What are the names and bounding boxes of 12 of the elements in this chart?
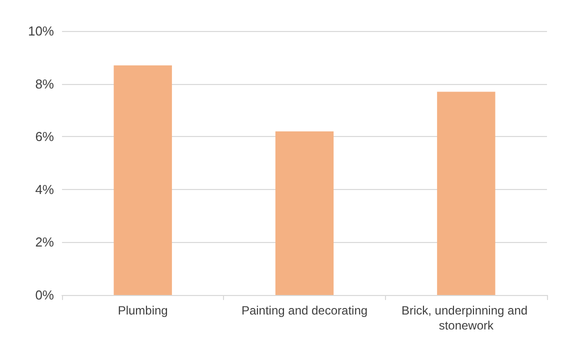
y-tick-label: 8% — [35, 76, 54, 92]
y-tick-label: 4% — [35, 182, 54, 197]
bar — [275, 131, 334, 295]
bar — [437, 92, 496, 295]
x-tick-label: Brick, underpinning and stonework — [401, 304, 531, 332]
bar — [114, 65, 172, 295]
x-tick-label: Painting and decorating — [241, 304, 368, 318]
y-tick-label: 10% — [28, 24, 54, 38]
y-tick-label: 2% — [35, 234, 54, 250]
y-tick-label: 6% — [35, 129, 54, 144]
x-tick-label: Plumbing — [118, 304, 168, 318]
y-tick-label: 0% — [35, 288, 54, 302]
